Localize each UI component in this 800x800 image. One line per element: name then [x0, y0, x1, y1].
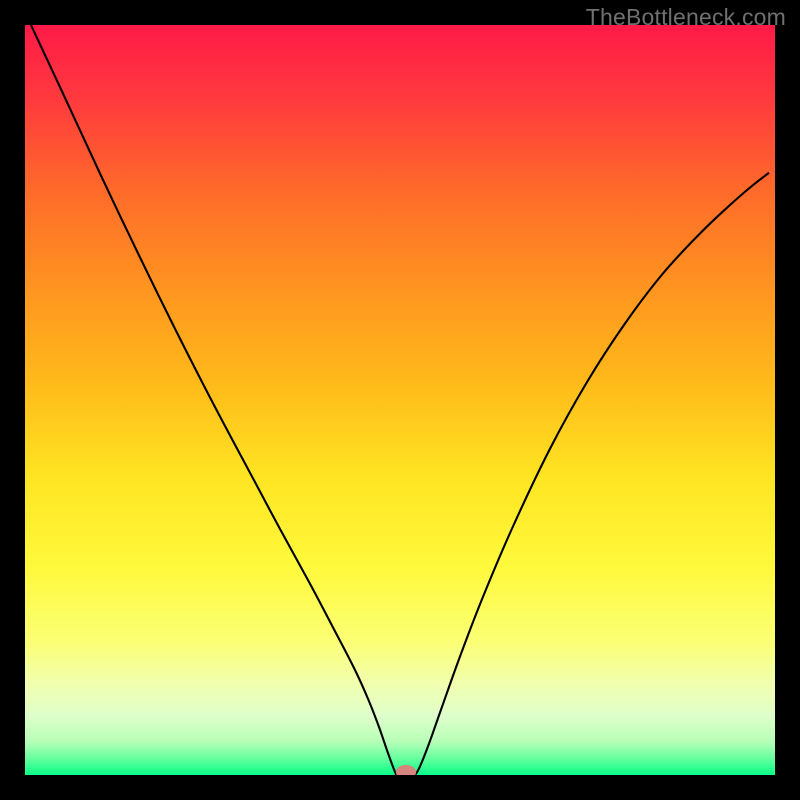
chart-background — [25, 25, 775, 775]
chart-container: TheBottleneck.com — [0, 0, 800, 800]
plot-area — [25, 25, 775, 775]
watermark-text: TheBottleneck.com — [586, 4, 786, 31]
chart-svg — [25, 25, 775, 775]
